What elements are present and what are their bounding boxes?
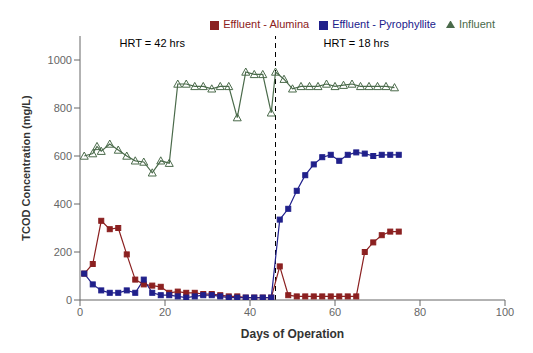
svg-text:600: 600: [54, 150, 72, 162]
svg-text:HRT = 18 hrs: HRT = 18 hrs: [324, 37, 390, 49]
svg-text:0: 0: [77, 306, 83, 318]
html-text:Effluent - Pyrophyllite: Effluent - Pyrophyllite: [332, 18, 436, 30]
svg-text:60: 60: [329, 306, 341, 318]
svg-text:Days of Operation: Days of Operation: [241, 327, 344, 341]
svg-text:1000: 1000: [48, 54, 72, 66]
svg-text:20: 20: [159, 306, 171, 318]
html-text:Influent: Influent: [458, 18, 495, 30]
svg-text:100: 100: [496, 306, 514, 318]
svg-text:0: 0: [66, 294, 72, 306]
svg-text:TCOD Concentration (mg/L): TCOD Concentration (mg/L): [20, 95, 32, 241]
svg-text:80: 80: [414, 306, 426, 318]
svg-text:HRT = 42 hrs: HRT = 42 hrs: [120, 37, 186, 49]
svg-text:800: 800: [54, 102, 72, 114]
svg-text:40: 40: [244, 306, 256, 318]
svg-text:400: 400: [54, 198, 72, 210]
html-text:Effluent - Alumina: Effluent - Alumina: [223, 18, 310, 30]
svg-text:200: 200: [54, 246, 72, 258]
